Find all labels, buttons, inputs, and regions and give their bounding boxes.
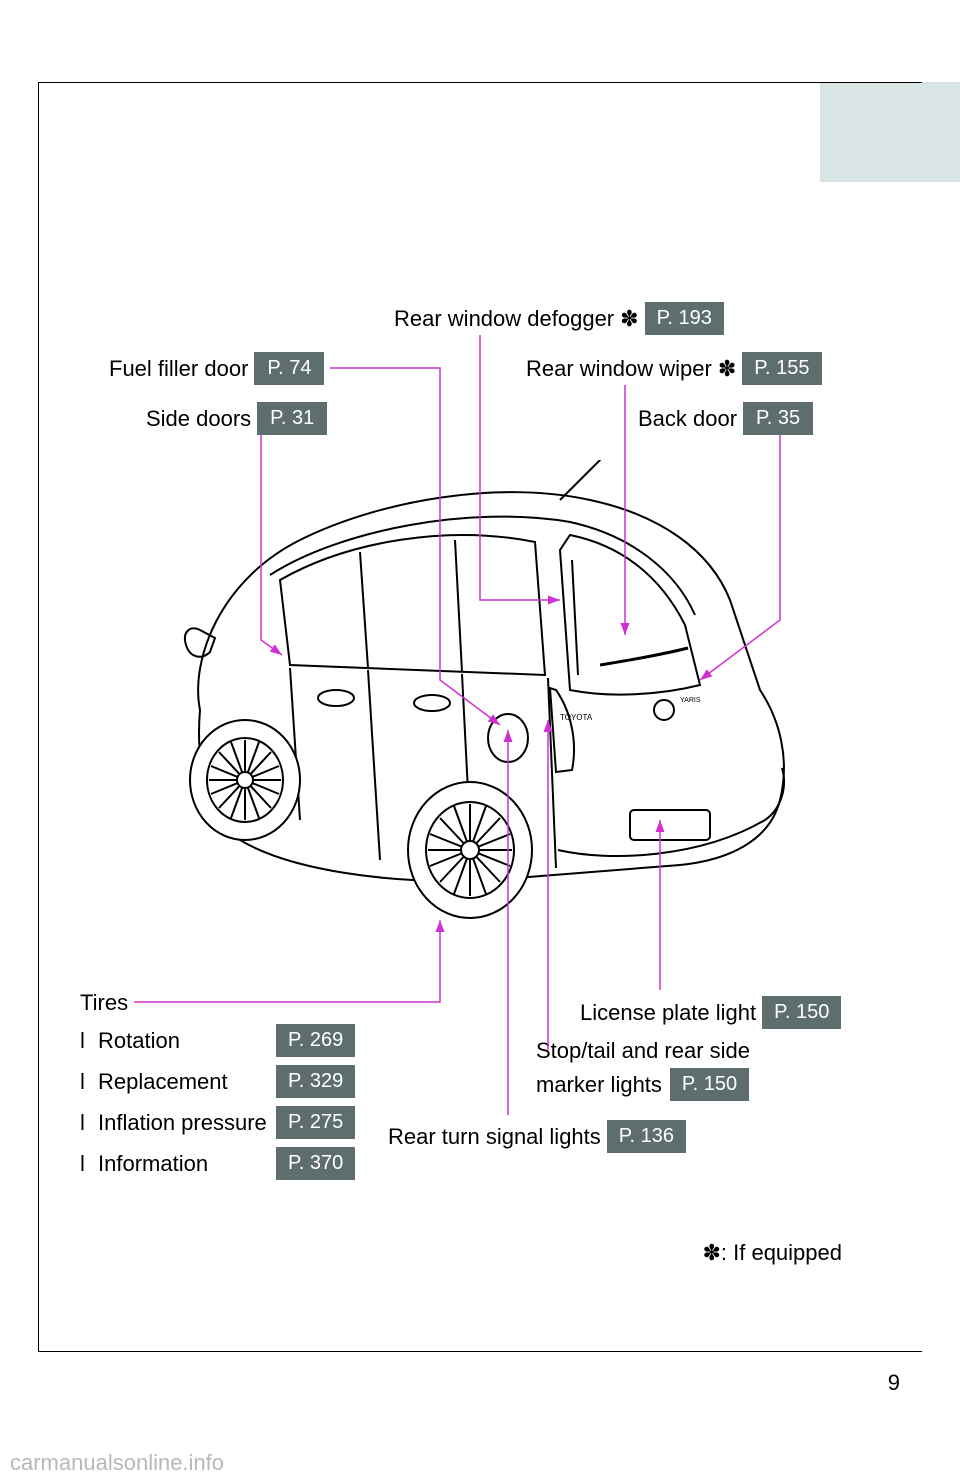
page-ref-inflation: P. 275 xyxy=(276,1106,355,1139)
footnote-text: : If equipped xyxy=(721,1240,842,1265)
watermark: carmanualsonline.info xyxy=(10,1450,224,1476)
label-license-plate: License plate light xyxy=(580,1000,756,1026)
tires-information-label: Information xyxy=(98,1151,268,1177)
tires-row-rotation: l Rotation P. 269 xyxy=(80,1024,355,1057)
page-ref-license-plate: P. 150 xyxy=(762,996,841,1029)
callout-rear-wiper: Rear window wiper✽ P. 155 xyxy=(526,352,822,385)
tires-inflation-label: Inflation pressure xyxy=(98,1110,268,1136)
callout-side-doors: Side doors P. 31 xyxy=(146,402,327,435)
page-ref-back-door: P. 35 xyxy=(743,402,813,435)
page-ref-information: P. 370 xyxy=(276,1147,355,1180)
footnote: ✽: If equipped xyxy=(702,1240,842,1266)
tires-heading: Tires xyxy=(80,990,355,1016)
tires-block: Tires l Rotation P. 269 l Replacement P.… xyxy=(80,990,355,1180)
page-ref-replacement: P. 329 xyxy=(276,1065,355,1098)
asterisk-icon: ✽ xyxy=(702,1240,720,1265)
label-side-doors: Side doors xyxy=(146,406,251,432)
page-ref-side-doors: P. 31 xyxy=(257,402,327,435)
page-ref-defogger: P. 193 xyxy=(645,302,724,335)
callout-fuel-filler: Fuel filler door P. 74 xyxy=(109,352,324,385)
page-ref-rear-turn: P. 136 xyxy=(607,1120,686,1153)
bullet-icon: l xyxy=(80,1151,90,1177)
bullet-icon: l xyxy=(80,1028,90,1054)
tires-row-inflation: l Inflation pressure P. 275 xyxy=(80,1106,355,1139)
label-stop-tail-1: Stop/tail and rear side xyxy=(536,1038,750,1064)
asterisk-icon: ✽ xyxy=(620,306,638,332)
callout-rear-defogger: Rear window defogger✽ P. 193 xyxy=(394,302,724,335)
label-back-door: Back door xyxy=(638,406,737,432)
callout-back-door: Back door P. 35 xyxy=(638,402,813,435)
callout-stop-tail: Stop/tail and rear side marker lights P.… xyxy=(536,1038,750,1101)
label-stop-tail-2: marker lights xyxy=(536,1072,662,1098)
label-fuel-filler: Fuel filler door xyxy=(109,356,248,382)
tires-rotation-label: Rotation xyxy=(98,1028,268,1054)
asterisk-icon: ✽ xyxy=(718,356,736,382)
page-number: 9 xyxy=(888,1370,900,1396)
tires-row-replacement: l Replacement P. 329 xyxy=(80,1065,355,1098)
label-rear-defogger: Rear window defogger xyxy=(394,306,614,332)
tires-row-information: l Information P. 370 xyxy=(80,1147,355,1180)
svg-text:TOYOTA: TOYOTA xyxy=(560,713,593,722)
label-rear-turn: Rear turn signal lights xyxy=(388,1124,601,1150)
page-ref-stop-tail: P. 150 xyxy=(670,1068,749,1101)
label-rear-wiper: Rear window wiper xyxy=(526,356,712,382)
callout-rear-turn: Rear turn signal lights P. 136 xyxy=(388,1120,686,1153)
callout-license-plate: License plate light P. 150 xyxy=(580,996,841,1029)
page-ref-rear-wiper: P. 155 xyxy=(742,352,821,385)
page-ref-fuel-filler: P. 74 xyxy=(254,352,324,385)
tires-replacement-label: Replacement xyxy=(98,1069,268,1095)
svg-text:YARIS: YARIS xyxy=(680,697,701,704)
bullet-icon: l xyxy=(80,1069,90,1095)
car-illustration: TOYOTA YARIS xyxy=(140,460,840,940)
bullet-icon: l xyxy=(80,1110,90,1136)
page-ref-rotation: P. 269 xyxy=(276,1024,355,1057)
